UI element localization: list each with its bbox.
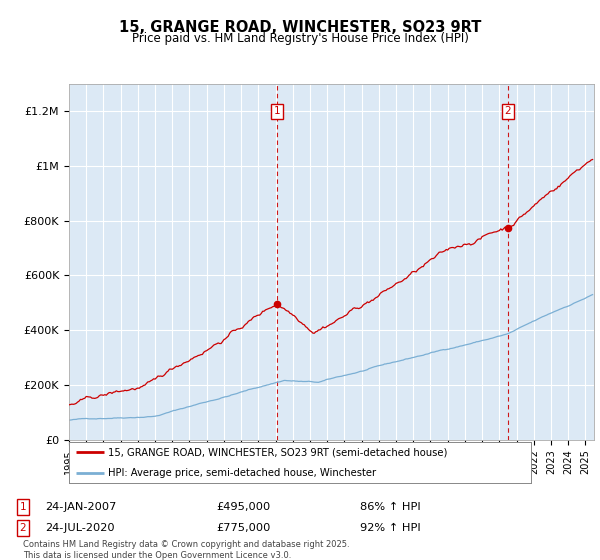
Text: 2: 2 xyxy=(505,106,511,116)
Text: 15, GRANGE ROAD, WINCHESTER, SO23 9RT: 15, GRANGE ROAD, WINCHESTER, SO23 9RT xyxy=(119,20,481,35)
Text: 86% ↑ HPI: 86% ↑ HPI xyxy=(360,502,421,512)
Text: Contains HM Land Registry data © Crown copyright and database right 2025.
This d: Contains HM Land Registry data © Crown c… xyxy=(23,540,349,559)
Text: 1: 1 xyxy=(19,502,26,512)
Text: £495,000: £495,000 xyxy=(216,502,270,512)
Text: Price paid vs. HM Land Registry's House Price Index (HPI): Price paid vs. HM Land Registry's House … xyxy=(131,32,469,45)
Text: 24-JUL-2020: 24-JUL-2020 xyxy=(45,523,115,533)
Text: £775,000: £775,000 xyxy=(216,523,271,533)
Text: 15, GRANGE ROAD, WINCHESTER, SO23 9RT (semi-detached house): 15, GRANGE ROAD, WINCHESTER, SO23 9RT (s… xyxy=(108,447,448,458)
Text: 1: 1 xyxy=(274,106,280,116)
Text: HPI: Average price, semi-detached house, Winchester: HPI: Average price, semi-detached house,… xyxy=(108,468,376,478)
Text: 92% ↑ HPI: 92% ↑ HPI xyxy=(360,523,421,533)
Text: 2: 2 xyxy=(19,523,26,533)
Text: 24-JAN-2007: 24-JAN-2007 xyxy=(45,502,116,512)
